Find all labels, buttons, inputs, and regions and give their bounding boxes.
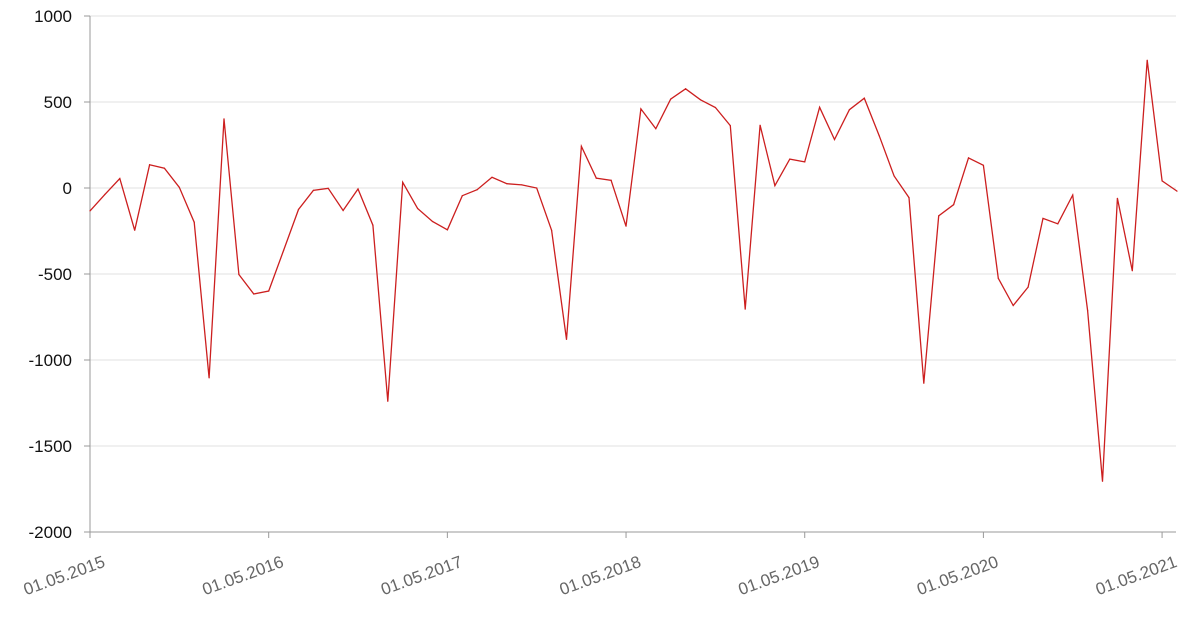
data-point <box>297 208 300 211</box>
data-point <box>238 273 240 276</box>
data-point <box>804 161 806 163</box>
data-point <box>104 193 106 195</box>
data-point <box>506 183 508 185</box>
x-tick-label: 01.05.2021 <box>1093 552 1179 599</box>
x-tick-label: 01.05.2020 <box>914 552 1000 599</box>
data-point <box>1087 309 1089 312</box>
data-point <box>997 277 999 279</box>
data-point <box>148 164 151 166</box>
data-point <box>268 290 270 292</box>
x-tick-label: 01.05.2015 <box>21 552 107 599</box>
data-point <box>1101 480 1104 482</box>
x-axis <box>89 531 1176 538</box>
data-point <box>223 118 225 120</box>
data-point <box>1072 194 1074 196</box>
data-point <box>1176 190 1178 192</box>
data-point <box>893 175 895 177</box>
data-point <box>119 177 121 180</box>
y-tick-label: 1000 <box>34 7 72 26</box>
data-point <box>670 98 672 100</box>
data-point <box>536 187 538 189</box>
data-point <box>655 128 657 130</box>
x-tick-labels: 01.05.2015 01.05.2016 01.05.2017 01.05.2… <box>21 552 1180 599</box>
data-point <box>491 176 493 178</box>
data-point <box>416 207 419 210</box>
data-point <box>372 224 374 226</box>
data-point <box>580 145 582 147</box>
data-point <box>848 109 850 111</box>
data-point <box>461 195 463 197</box>
data-point <box>685 88 687 90</box>
data-point <box>953 204 955 206</box>
data-point <box>476 189 478 191</box>
data-point <box>565 338 568 340</box>
gridlines <box>90 15 1176 447</box>
data-point <box>1057 223 1059 225</box>
data-point <box>699 99 702 101</box>
data-point <box>1146 59 1148 61</box>
data-point <box>163 167 166 169</box>
data-point <box>253 293 255 295</box>
data-point <box>863 97 865 99</box>
data-point <box>833 138 836 141</box>
data-point <box>178 186 180 188</box>
y-tick-label: -1500 <box>29 437 72 456</box>
data-point <box>312 189 314 192</box>
y-tick-label: -500 <box>38 265 72 284</box>
data-point <box>819 106 821 108</box>
data-point <box>789 158 791 160</box>
data-point <box>982 164 985 166</box>
data-point <box>714 106 716 109</box>
data-point <box>1116 197 1119 199</box>
data-point <box>208 377 210 379</box>
data-point <box>1042 217 1044 220</box>
data-point <box>744 308 746 310</box>
data-point <box>282 249 285 252</box>
data-point <box>595 177 597 179</box>
data-point <box>908 197 910 199</box>
data-point <box>193 221 195 223</box>
data-point <box>625 225 627 227</box>
data-point <box>431 220 434 223</box>
data-point <box>610 179 612 181</box>
data-point <box>134 229 136 231</box>
y-tick-labels: 1000 500 0 -500 -1000 -1500 -2000 <box>29 7 72 542</box>
data-point <box>327 187 329 189</box>
y-tick-label: 0 <box>63 179 72 198</box>
data-point <box>387 400 389 402</box>
data-point <box>89 210 91 212</box>
data-point <box>1027 286 1029 288</box>
data-point <box>759 124 761 126</box>
data-points <box>89 59 1178 482</box>
x-tick-label: 01.05.2016 <box>200 552 286 599</box>
x-tick-label: 01.05.2017 <box>378 552 464 599</box>
data-point <box>446 229 448 231</box>
y-tick-label: -2000 <box>29 523 72 542</box>
data-point <box>938 215 940 217</box>
data-point <box>357 188 359 190</box>
x-tick-label: 01.05.2019 <box>736 552 822 599</box>
data-point <box>342 209 344 212</box>
data-point <box>640 108 642 110</box>
y-tick-label: 500 <box>44 93 72 112</box>
data-point <box>923 382 925 384</box>
data-point <box>1012 304 1014 307</box>
data-point <box>729 124 731 127</box>
series-line <box>89 60 1178 482</box>
data-point <box>402 181 404 183</box>
x-tick-label: 01.05.2018 <box>557 552 643 599</box>
data-point <box>1131 270 1133 272</box>
data-point <box>878 135 880 137</box>
data-point <box>1161 180 1163 182</box>
data-point <box>521 184 523 186</box>
y-axis <box>84 15 91 533</box>
y-tick-label: -1000 <box>29 351 72 370</box>
data-point <box>550 229 553 231</box>
data-point <box>967 157 970 159</box>
data-point <box>774 184 776 187</box>
